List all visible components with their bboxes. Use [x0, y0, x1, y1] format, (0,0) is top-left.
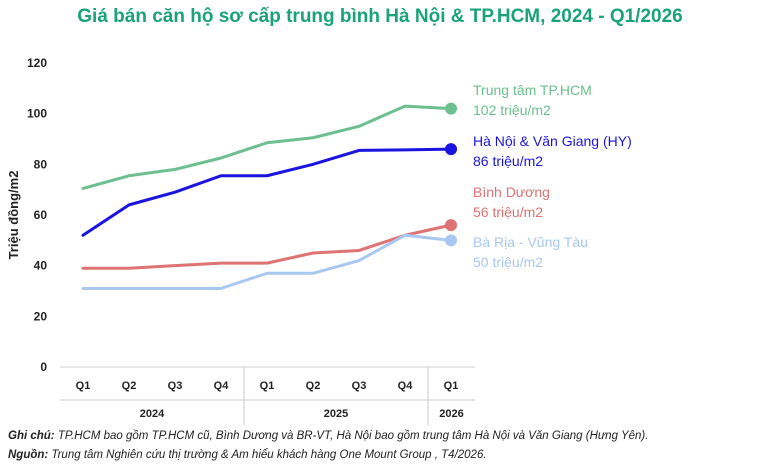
series-value-label: 56 triệu/m2	[473, 204, 543, 220]
note-line: Ghi chú: TP.HCM bao gồm TP.HCM cũ, Bình …	[8, 430, 648, 442]
series-end-marker	[445, 234, 457, 247]
series-name-label: Hà Nội & Văn Giang (HY)	[473, 133, 632, 149]
series-name-label: Bình Dương	[473, 184, 550, 200]
series-end-marker	[445, 102, 457, 115]
year-group-label: 2025	[324, 408, 348, 420]
series-line	[81, 223, 453, 270]
series-line	[81, 233, 453, 290]
series-end-marker	[445, 219, 457, 232]
x-tick-label: Q2	[306, 380, 321, 392]
year-group-label: 2024	[140, 408, 165, 420]
source-label: Nguồn:	[8, 449, 49, 461]
y-tick-label: 20	[34, 309, 48, 323]
x-tick-label: Q2	[122, 380, 137, 392]
y-tick-label: 40	[34, 259, 48, 273]
y-tick-label: 80	[34, 157, 48, 171]
x-tick-label: Q1	[444, 380, 459, 392]
chart-title: Giá bán căn hộ sơ cấp trung bình Hà Nội …	[77, 6, 683, 27]
y-tick-label: 120	[27, 56, 47, 70]
y-tick-label: 0	[40, 360, 47, 374]
x-tick-label: Q4	[214, 380, 230, 392]
source-line: Nguồn: Trung tâm Nghiên cứu thị trường &…	[8, 449, 487, 461]
series-end-marker	[445, 143, 457, 156]
series-line	[81, 104, 453, 190]
source-text: Trung tâm Nghiên cứu thị trường & Am hiể…	[48, 449, 487, 461]
year-group-label: 2026	[439, 408, 463, 420]
note-label: Ghi chú:	[8, 430, 55, 442]
y-tick-label: 100	[27, 107, 47, 121]
x-tick-label: Q1	[260, 380, 275, 392]
y-tick-label: 60	[34, 208, 48, 222]
series-value-label: 50 triệu/m2	[473, 254, 543, 270]
series-name-label: Bà Rịa - Vũng Tàu	[473, 234, 588, 250]
y-axis-label: Triệu đồng/m2	[6, 171, 21, 260]
series-value-label: 102 triệu/m2	[473, 102, 551, 118]
series-line	[81, 147, 453, 237]
line-chart: Triệu đồng/m2 0 20 40 60 80 100 120 Q1 Q2 Q3 Q4 Q1 Q2…	[6, 56, 632, 425]
series-name-label: Trung tâm TP.HCM	[473, 82, 592, 98]
series-value-label: 86 triệu/m2	[473, 153, 543, 169]
x-tick-label: Q1	[76, 380, 91, 392]
x-tick-label: Q3	[352, 380, 367, 392]
x-tick-label: Q4	[398, 380, 414, 392]
note-text: TP.HCM bao gồm TP.HCM cũ, Bình Dương và …	[54, 430, 649, 442]
x-tick-label: Q3	[168, 380, 183, 392]
